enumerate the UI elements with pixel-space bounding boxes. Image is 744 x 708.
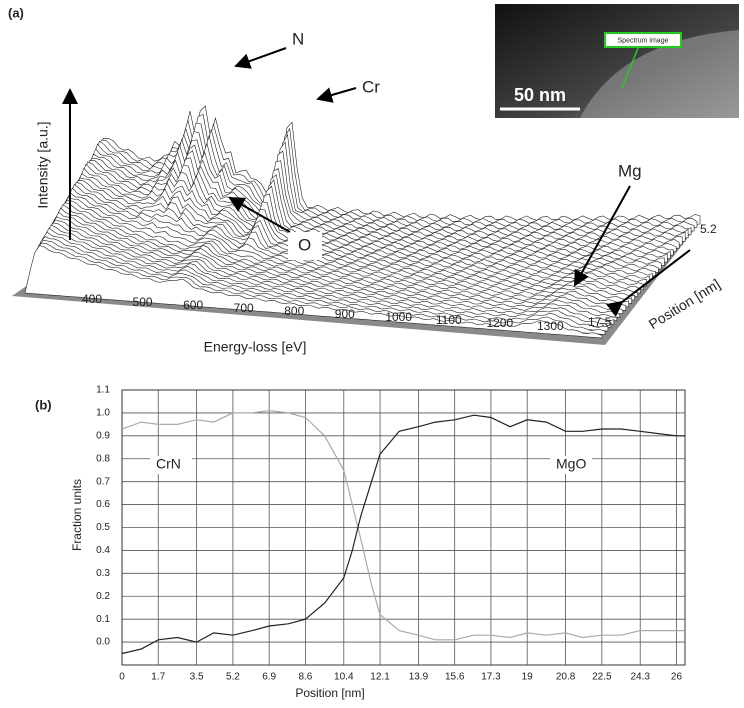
energy-tick-label: 1300 <box>537 319 564 333</box>
x-tick-label: 10.4 <box>334 672 354 683</box>
arrow <box>574 185 631 287</box>
x-tick-label: 19 <box>522 672 534 683</box>
panel-label: (b) <box>35 397 52 412</box>
y-label: Intensity [a.u.] <box>35 121 51 208</box>
y-tick-label: 0.3 <box>96 568 110 579</box>
series-line <box>121 414 685 655</box>
inset-label: Spectrum image <box>618 37 669 44</box>
x-tick-label: 12.1 <box>370 672 390 683</box>
x-tick-label: 5.2 <box>226 672 240 683</box>
series-label: MgO <box>556 456 586 472</box>
x-tick-label: 1.7 <box>151 672 165 683</box>
micrograph-region <box>580 30 739 118</box>
x-tick-label: 3.5 <box>190 672 204 683</box>
y-tick-label: 0.4 <box>96 545 110 556</box>
energy-tick-label: 600 <box>183 298 203 312</box>
annotation: N <box>292 29 304 48</box>
z-tick-label: 17.5 <box>588 315 612 329</box>
y-tick-label: 0.7 <box>96 476 110 487</box>
energy-tick-label: 1100 <box>436 313 462 327</box>
z-label: Position [nm] <box>646 276 723 332</box>
x-tick-label: 24.3 <box>630 672 650 683</box>
x-tick-label: 26 <box>671 672 683 683</box>
spectrum-trace <box>24 245 603 339</box>
energy-tick-label: 400 <box>82 292 102 306</box>
annotation: Mg <box>618 161 642 180</box>
energy-tick-label: 1000 <box>385 310 412 324</box>
arrow <box>316 87 357 103</box>
scale-bar-label: 50 nm <box>514 85 566 105</box>
y-tick-label: 1.1 <box>96 385 110 396</box>
x-tick-label: 22.5 <box>592 672 612 683</box>
label-box <box>288 232 322 260</box>
x-tick-label: 15.6 <box>445 672 465 683</box>
inset-line <box>621 47 639 89</box>
panel-label: (a) <box>8 5 24 20</box>
arrow <box>228 197 291 233</box>
x-label: Position [nm] <box>295 686 364 700</box>
arrow <box>234 47 287 69</box>
x-tick-label: 20.8 <box>556 672 576 683</box>
annotation: O <box>298 235 311 254</box>
x-label: Energy-loss [eV] <box>204 339 307 355</box>
y-tick-label: 0.9 <box>96 430 110 441</box>
label-box <box>550 456 592 474</box>
plot-frame <box>121 389 686 666</box>
energy-tick-label: 1200 <box>486 316 513 330</box>
label-box <box>150 456 192 474</box>
x-tick-label: 17.3 <box>481 672 501 683</box>
series-label: CrN <box>156 456 181 472</box>
y-tick-label: 0.5 <box>96 522 110 533</box>
axis-arrow <box>606 249 691 317</box>
y-tick-label: 0.8 <box>96 453 110 464</box>
z-tick-label: 5.2 <box>700 222 717 236</box>
y-tick-label: 0.6 <box>96 499 110 510</box>
x-tick-label: 6.9 <box>262 672 276 683</box>
series-line <box>121 409 685 641</box>
y-tick-label: 0.0 <box>96 637 110 648</box>
y-tick-label: 0.2 <box>96 591 110 602</box>
energy-tick-label: 800 <box>284 304 304 318</box>
inset-box <box>604 32 682 48</box>
waterfall <box>12 105 701 345</box>
annotation: Cr <box>362 77 380 96</box>
y-tick-label: 0.1 <box>96 614 110 625</box>
energy-tick-label: 900 <box>335 307 355 321</box>
x-tick-label: 13.9 <box>409 672 429 683</box>
y-tick-label: 1.0 <box>96 408 110 419</box>
inset-image: Spectrum image 50 nm <box>495 4 739 118</box>
y-label: Fraction units <box>70 479 84 551</box>
x-tick-label: 8.6 <box>298 672 312 683</box>
energy-tick-label: 500 <box>133 295 153 309</box>
x-tick-label: 0 <box>119 672 125 683</box>
energy-tick-label: 700 <box>234 301 254 315</box>
